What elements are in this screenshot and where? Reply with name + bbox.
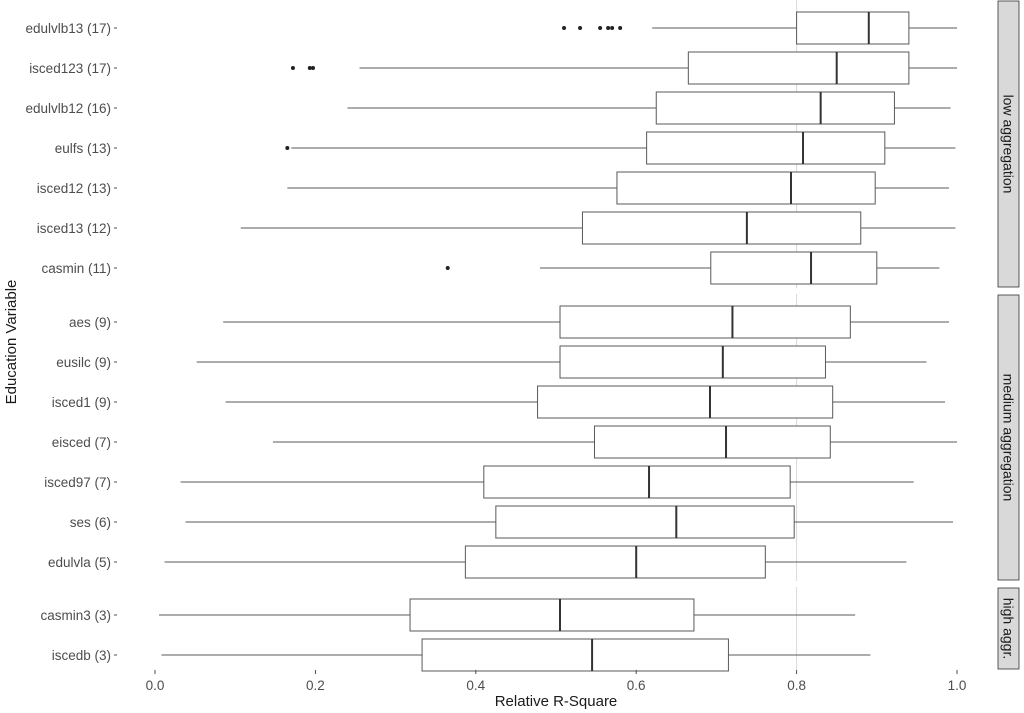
outlier-point [578,26,583,30]
category-label: edulvlb13 (17) [25,21,111,36]
category-label: isced123 (17) [29,61,111,76]
category-label: isced13 (12) [37,221,111,236]
category-label: eusilc (9) [56,355,111,370]
outlier-point [618,26,623,30]
facet-strip: low aggregation [997,0,1020,288]
box-iqr [559,345,826,379]
y-axis-title: Education Variable [3,280,20,405]
box-isced12-13- [287,171,949,205]
x-tick-label: 0.6 [627,678,646,693]
box-ses-6- [185,505,953,539]
facet-strip: medium aggregation [997,294,1020,581]
outlier-point [307,66,312,70]
box-iqr [687,51,910,85]
category-label: isced97 (7) [44,475,111,490]
x-tick-label: 0.4 [466,678,485,693]
box-iqr [559,305,851,339]
outlier-point [285,146,290,150]
box-iqr [409,598,695,632]
x-tick-label: 1.0 [948,678,967,693]
outlier-point [610,26,615,30]
box-iqr [483,465,791,499]
box-iqr [646,131,886,165]
box-isced97-7- [180,465,914,499]
facet-strip-box [997,587,1020,670]
box-iqr [616,171,876,205]
box-iqr [464,545,766,579]
category-label: eulfs (13) [55,141,111,156]
x-axis-title: Relative R-Square [495,693,618,710]
box-aes-9- [223,305,949,339]
box-iqr [421,638,729,672]
box-edulvla-5- [164,545,907,579]
box-edulvlb12-16- [347,91,951,125]
category-label: edulvla (5) [48,555,111,570]
box-isced123-17- [290,51,957,85]
category-label: isced12 (13) [37,181,111,196]
facet-label: low aggregation [1001,95,1017,194]
category-label: casmin3 (3) [40,608,111,623]
outlier-point [310,66,315,70]
box-casmin-11- [445,251,940,285]
box-iqr [581,211,862,245]
category-label: eisced (7) [52,435,111,450]
box-casmin3-3- [159,598,856,632]
outlier-point [562,26,567,30]
outlier-point [290,66,295,70]
category-label: iscedb (3) [52,648,111,663]
box-eisced-7- [272,425,957,459]
x-tick-label: 0.0 [146,678,165,693]
box-isced13-12- [240,211,956,245]
box-isced1-9- [225,385,945,419]
outlier-point [598,26,603,30]
box-iqr [495,505,795,539]
outlier-point [445,266,450,270]
facet-label: high aggr. [1001,598,1017,660]
box-layer [159,11,957,672]
category-label: ses (6) [70,515,111,530]
box-iqr [593,425,831,459]
facet-strip-box [997,294,1020,581]
box-edulvlb13-17- [562,11,957,45]
box-iqr [537,385,834,419]
box-eulfs-13- [285,131,956,165]
category-label: aes (9) [69,315,111,330]
x-tick-label: 0.8 [787,678,806,693]
box-iqr [710,251,878,285]
x-axis: 0.0 0.2 0.4 0.6 0.8 1.0 [146,670,967,693]
outlier-point [606,26,611,30]
facet-strip-box [997,0,1020,288]
category-label: casmin (11) [41,261,111,276]
facet-strip-layer: low aggregation medium aggregation high ag… [997,0,1020,670]
category-label: edulvlb12 (16) [25,101,111,116]
facet-label: medium aggregation [1001,374,1017,502]
facet-strip: high aggr. [997,587,1020,670]
box-iqr [655,91,895,125]
category-label-layer: edulvlb13 (17) isced123 (17) edulvlb12 (16… [25,21,117,663]
category-label: isced1 (9) [52,395,111,410]
x-tick-label: 0.2 [306,678,325,693]
box-iscedb-3- [161,638,871,672]
box-iqr [796,11,910,45]
box-eusilc-9- [196,345,927,379]
